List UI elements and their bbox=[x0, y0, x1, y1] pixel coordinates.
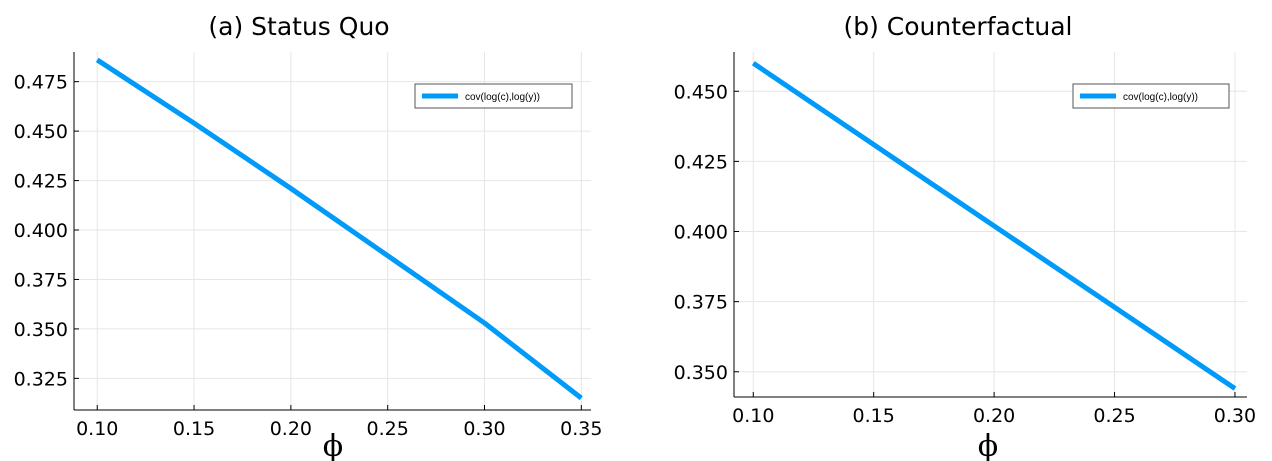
legend: cov(log(c),log(y)) bbox=[414, 83, 573, 109]
x-tick-label: 0.25 bbox=[1093, 405, 1135, 427]
x-tick-label: 0.15 bbox=[173, 418, 215, 440]
legend: cov(log(c),log(y)) bbox=[1072, 83, 1230, 109]
x-tick-label: 0.25 bbox=[367, 418, 409, 440]
chart-title: (b) Counterfactual bbox=[843, 12, 1072, 41]
legend-label: cov(log(c),log(y)) bbox=[1123, 92, 1198, 103]
series-line bbox=[95, 57, 583, 401]
panel-counterfactual: (b) Counterfactual 0.10 0.15 0.20 0.25 0.30 0.… bbox=[674, 12, 1257, 461]
x-axis-label: ϕ bbox=[323, 429, 343, 461]
x-tick-label: 0.10 bbox=[732, 405, 774, 427]
y-tick-label: 0.325 bbox=[14, 368, 68, 390]
x-tick-label: 0.10 bbox=[76, 418, 118, 440]
x-tick-label: 0.35 bbox=[560, 418, 602, 440]
y-tick-label: 0.400 bbox=[674, 222, 728, 244]
y-tick-label: 0.400 bbox=[14, 220, 68, 242]
y-tick-label: 0.375 bbox=[674, 292, 728, 314]
chart-title: (a) Status Quo bbox=[208, 12, 389, 41]
y-tick-label: 0.425 bbox=[674, 151, 728, 173]
x-tick-label: 0.20 bbox=[973, 405, 1015, 427]
x-tick-label: 0.30 bbox=[463, 418, 505, 440]
y-tick-label: 0.425 bbox=[14, 171, 68, 193]
x-tick-label: 0.15 bbox=[853, 405, 895, 427]
y-tick-label: 0.450 bbox=[674, 81, 728, 103]
x-tick-label: 0.20 bbox=[270, 418, 312, 440]
y-tick-label: 0.350 bbox=[14, 319, 68, 341]
series-line bbox=[751, 61, 1237, 391]
y-tick-label: 0.375 bbox=[14, 269, 68, 291]
legend-label: cov(log(c),log(y)) bbox=[465, 92, 540, 103]
y-tick-label: 0.350 bbox=[674, 362, 728, 384]
x-axis-label: ϕ bbox=[978, 429, 998, 461]
y-tick-label: 0.475 bbox=[14, 72, 68, 94]
panel-status-quo: (a) Status Quo 0.10 0.15 0.20 0.25 0.30 0.35 0.… bbox=[14, 12, 603, 461]
y-tick-label: 0.450 bbox=[14, 121, 68, 143]
x-tick-label: 0.30 bbox=[1214, 405, 1256, 427]
